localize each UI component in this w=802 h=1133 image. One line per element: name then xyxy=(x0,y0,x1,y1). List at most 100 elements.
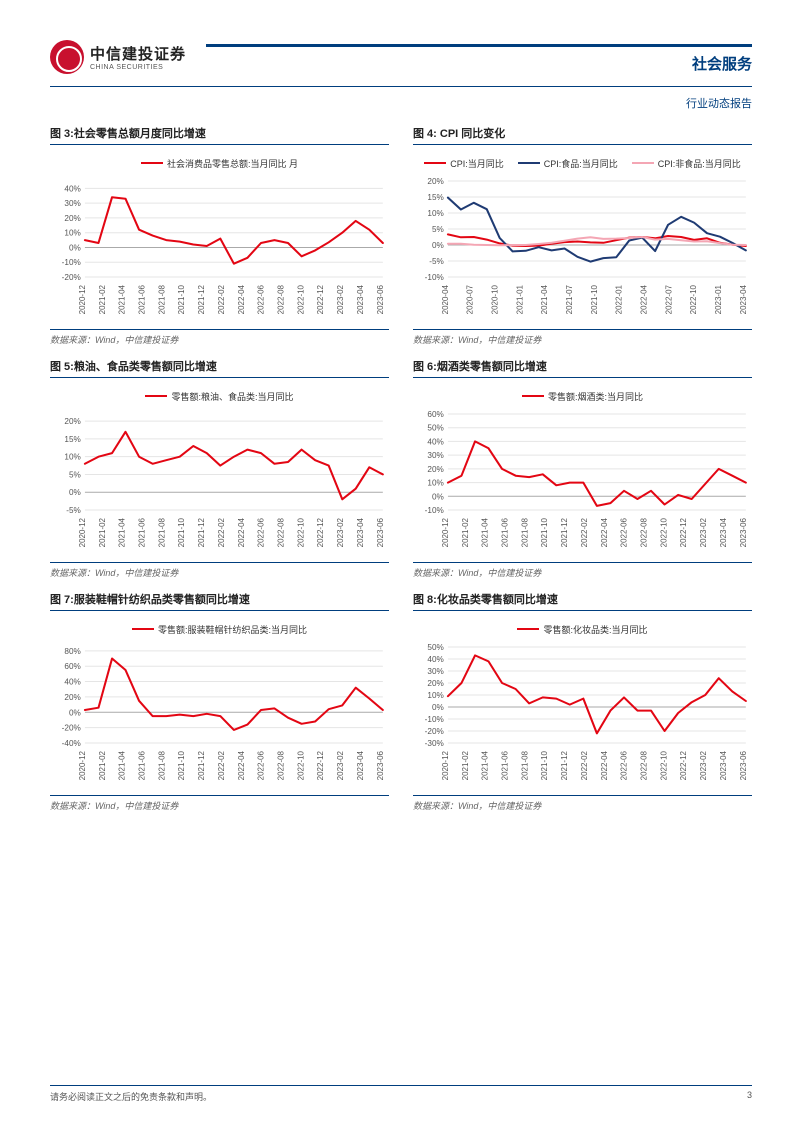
legend-swatch-icon xyxy=(522,395,544,397)
svg-text:2020-12: 2020-12 xyxy=(78,518,87,548)
legend-label: CPI:当月同比 xyxy=(450,157,504,170)
chart-svg: -20%-10%0%10%20%30%40%2020-122021-022021… xyxy=(50,177,389,327)
brand-logo: 中信建投证券 CHINA SECURITIES xyxy=(50,40,186,74)
svg-text:2020-04: 2020-04 xyxy=(441,285,450,315)
svg-text:2023-02: 2023-02 xyxy=(699,751,708,781)
svg-text:15%: 15% xyxy=(427,193,443,202)
svg-text:2021-12: 2021-12 xyxy=(197,751,206,781)
chart-c4: 图 4: CPI 同比变化CPI:当月同比CPI:食品:当月同比CPI:非食品:… xyxy=(413,125,752,346)
svg-text:2023-06: 2023-06 xyxy=(376,751,385,781)
svg-text:2022-04: 2022-04 xyxy=(600,751,609,781)
series-line xyxy=(448,655,746,733)
svg-text:2022-08: 2022-08 xyxy=(276,518,285,548)
svg-text:2022-06: 2022-06 xyxy=(257,285,266,315)
svg-text:2022-04: 2022-04 xyxy=(237,751,246,781)
svg-text:30%: 30% xyxy=(64,199,80,208)
legend-label: CPI:非食品:当月同比 xyxy=(658,157,741,170)
chart-legend: 零售额:烟酒类:当月同比 xyxy=(413,384,752,408)
legend-label: CPI:食品:当月同比 xyxy=(544,157,618,170)
svg-text:2021-08: 2021-08 xyxy=(520,518,529,548)
brand-name-en: CHINA SECURITIES xyxy=(90,64,186,71)
svg-text:15%: 15% xyxy=(64,435,80,444)
svg-text:2022-10: 2022-10 xyxy=(659,518,668,548)
svg-text:2023-02: 2023-02 xyxy=(336,285,345,315)
svg-text:-10%: -10% xyxy=(425,506,444,515)
legend-item: CPI:当月同比 xyxy=(424,151,504,175)
svg-text:2021-02: 2021-02 xyxy=(98,751,107,781)
legend-label: 零售额:粮油、食品类:当月同比 xyxy=(171,390,293,403)
chart-svg: -5%0%5%10%15%20%2020-122021-022021-04202… xyxy=(50,410,389,560)
svg-text:2022-02: 2022-02 xyxy=(217,518,226,548)
legend-label: 零售额:服装鞋帽针纺织品类:当月同比 xyxy=(158,623,307,636)
svg-text:-20%: -20% xyxy=(425,727,444,736)
svg-text:20%: 20% xyxy=(64,214,80,223)
chart-title: 图 3:社会零售总额月度同比增速 xyxy=(50,125,389,145)
svg-text:2022-08: 2022-08 xyxy=(639,518,648,548)
brand-name-cn: 中信建投证券 xyxy=(90,43,186,64)
svg-text:2023-06: 2023-06 xyxy=(739,518,748,548)
chart-source: 数据来源：Wind，中信建投证券 xyxy=(50,562,389,579)
document-type: 行业动态报告 xyxy=(50,95,752,111)
svg-text:50%: 50% xyxy=(427,424,443,433)
legend-item: CPI:非食品:当月同比 xyxy=(632,151,741,175)
chart-source: 数据来源：Wind，中信建投证券 xyxy=(50,329,389,346)
svg-text:-40%: -40% xyxy=(62,739,81,748)
chart-legend: CPI:当月同比 CPI:食品:当月同比 CPI:非食品:当月同比 xyxy=(413,151,752,175)
svg-text:2022-01: 2022-01 xyxy=(615,285,624,315)
legend-item: 社会消费品零售总额:当月同比 月 xyxy=(141,151,298,175)
footer-disclaimer: 请务必阅读正文之后的免责条款和声明。 xyxy=(50,1090,212,1103)
legend-swatch-icon xyxy=(632,162,654,164)
svg-text:2021-10: 2021-10 xyxy=(590,285,599,315)
svg-text:2021-10: 2021-10 xyxy=(177,518,186,548)
svg-text:40%: 40% xyxy=(64,678,80,687)
svg-text:2021-10: 2021-10 xyxy=(177,751,186,781)
svg-text:2022-12: 2022-12 xyxy=(316,285,325,315)
svg-text:2021-04: 2021-04 xyxy=(481,518,490,548)
svg-text:2022-08: 2022-08 xyxy=(639,751,648,781)
legend-swatch-icon xyxy=(424,162,446,164)
svg-text:2021-07: 2021-07 xyxy=(565,285,574,315)
chart-source: 数据来源：Wind，中信建投证券 xyxy=(50,795,389,812)
svg-text:10%: 10% xyxy=(427,209,443,218)
svg-text:2021-02: 2021-02 xyxy=(98,518,107,548)
svg-text:2021-01: 2021-01 xyxy=(515,285,524,315)
svg-text:2022-10: 2022-10 xyxy=(296,518,305,548)
series-line xyxy=(85,432,383,500)
svg-text:2022-06: 2022-06 xyxy=(620,518,629,548)
svg-text:5%: 5% xyxy=(432,225,444,234)
svg-text:0%: 0% xyxy=(432,703,444,712)
svg-text:2021-06: 2021-06 xyxy=(137,751,146,781)
chart-svg: -10%0%10%20%30%40%50%60%2020-122021-0220… xyxy=(413,410,752,560)
svg-text:2021-06: 2021-06 xyxy=(500,518,509,548)
svg-text:2022-02: 2022-02 xyxy=(217,285,226,315)
svg-text:10%: 10% xyxy=(427,479,443,488)
svg-text:2021-02: 2021-02 xyxy=(461,518,470,548)
svg-text:2022-06: 2022-06 xyxy=(257,751,266,781)
chart-c7: 图 7:服装鞋帽针纺织品类零售额同比增速零售额:服装鞋帽针纺织品类:当月同比-4… xyxy=(50,591,389,812)
svg-text:2021-12: 2021-12 xyxy=(560,518,569,548)
svg-text:30%: 30% xyxy=(427,667,443,676)
chart-c8: 图 8:化妆品类零售额同比增速零售额:化妆品类:当月同比-30%-20%-10%… xyxy=(413,591,752,812)
svg-text:10%: 10% xyxy=(427,691,443,700)
svg-text:2023-04: 2023-04 xyxy=(356,751,365,781)
svg-text:20%: 20% xyxy=(64,417,80,426)
legend-swatch-icon xyxy=(517,628,539,630)
svg-text:2022-06: 2022-06 xyxy=(257,518,266,548)
svg-text:0%: 0% xyxy=(69,244,81,253)
svg-text:2021-10: 2021-10 xyxy=(540,751,549,781)
svg-text:2023-06: 2023-06 xyxy=(376,518,385,548)
svg-text:2020-07: 2020-07 xyxy=(466,285,475,315)
legend-swatch-icon xyxy=(145,395,167,397)
svg-text:2020-12: 2020-12 xyxy=(441,751,450,781)
chart-title: 图 5:粮油、食品类零售额同比增速 xyxy=(50,358,389,378)
series-line xyxy=(448,198,746,262)
series-line xyxy=(85,659,383,730)
svg-text:2022-10: 2022-10 xyxy=(296,285,305,315)
svg-text:2021-08: 2021-08 xyxy=(520,751,529,781)
svg-text:2023-02: 2023-02 xyxy=(336,751,345,781)
svg-text:2021-04: 2021-04 xyxy=(481,751,490,781)
svg-text:2020-12: 2020-12 xyxy=(78,751,87,781)
svg-text:2022-10: 2022-10 xyxy=(689,285,698,315)
svg-text:-10%: -10% xyxy=(425,715,444,724)
svg-text:2022-04: 2022-04 xyxy=(639,285,648,315)
